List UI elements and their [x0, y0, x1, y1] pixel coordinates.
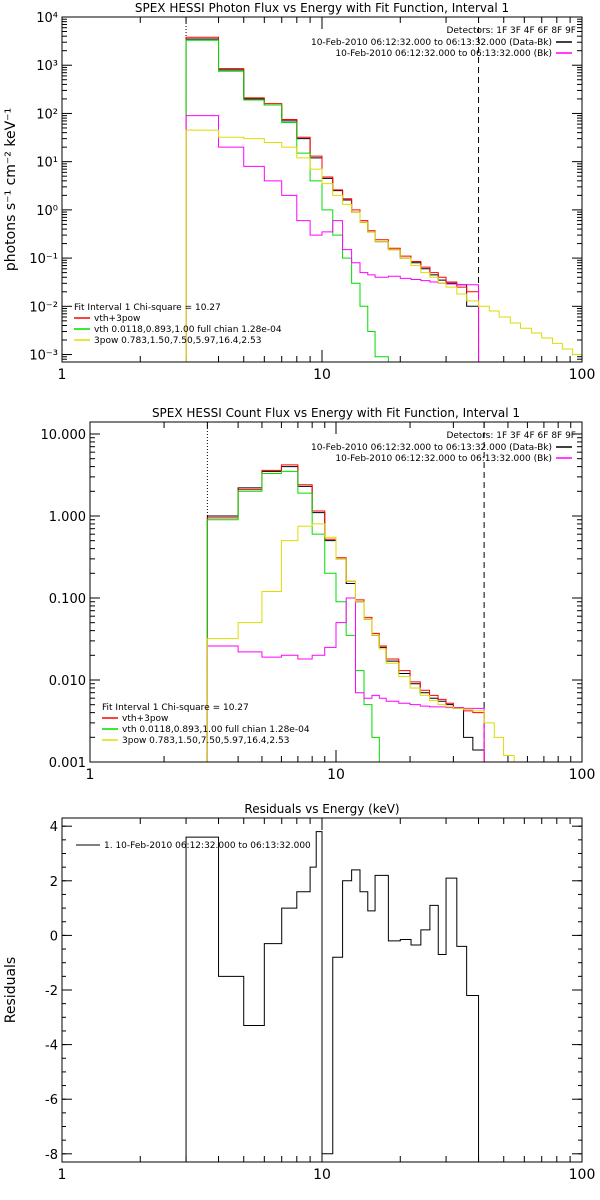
y-tick-label: 10⁴ — [36, 11, 58, 26]
plot-frame — [61, 16, 583, 363]
y-tick-label: 0.100 — [49, 592, 86, 607]
series-line — [185, 39, 389, 362]
legend-label: 10-Feb-2010 06:12:32.000 to 06:13:32.000… — [335, 454, 552, 464]
legend-label: vth+3pow — [94, 314, 140, 324]
plot-frame — [89, 421, 583, 763]
legend-label: 3pow 0.783,1.50,7.50,5.97,16.4,2.53 — [94, 336, 261, 346]
y-tick-label: 4 — [50, 820, 58, 835]
legend-label: 10-Feb-2010 06:12:32.000 to 06:13:32.000… — [311, 443, 552, 453]
x-tick-label: 100 — [569, 1167, 596, 1183]
series-line — [206, 464, 485, 762]
x-tick-label: 100 — [569, 367, 596, 383]
x-tick-label: 1 — [58, 367, 67, 383]
series-line — [185, 129, 582, 362]
x-tick-label: 1 — [86, 767, 95, 783]
chart-title: Residuals vs Energy (keV) — [244, 802, 399, 816]
x-tick-label: 10 — [313, 1167, 331, 1183]
data-series-group — [185, 36, 582, 362]
chart-title: SPEX HESSI Count Flux vs Energy with Fit… — [152, 406, 520, 420]
series-line — [206, 597, 485, 762]
y-tick-label: -2 — [45, 984, 58, 999]
series-line — [185, 36, 480, 362]
legend-label: vth 0.0118,0.893,1.00 full chian 1.28e-0… — [122, 725, 310, 735]
y-tick-label: 1.000 — [49, 510, 86, 525]
residuals-plot: Residuals vs Energy (keV) Residuals 1 10 100… — [3, 802, 595, 1183]
legend-label: 10-Feb-2010 06:12:32.000 to 06:13:32.000… — [311, 38, 552, 48]
x-tick-label: 1 — [58, 1167, 67, 1183]
y-tick-label: 0.001 — [49, 756, 86, 771]
y-tick-label: 0 — [50, 929, 58, 944]
y-tick-label: 10³ — [36, 59, 58, 74]
x-tick-label: 10 — [313, 367, 331, 383]
y-tick-label: -4 — [45, 1039, 58, 1054]
fit-title: Fit Interval 1 Chi-square = 10.27 — [74, 303, 221, 313]
legend-label: vth 0.0118,0.893,1.00 full chian 1.28e-0… — [94, 325, 282, 335]
series-line — [206, 470, 387, 762]
legend-label: vth+3pow — [122, 714, 168, 724]
detectors-label: Detectors: 1F 3F 4F 6F 8F 9F — [446, 26, 576, 36]
y-axis-label: photons s⁻¹ cm⁻² keV⁻¹ — [3, 108, 19, 271]
y-tick-label: 10⁻¹ — [29, 252, 58, 267]
y-tick-label: 10¹ — [36, 156, 58, 171]
legend-label: 1. 10-Feb-2010 06:12:32.000 to 06:13:32.… — [104, 841, 311, 851]
data-series-group — [185, 831, 480, 1162]
series-line — [185, 38, 480, 362]
detectors-label: Detectors: 1F 3F 4F 6F 8F 9F — [446, 431, 576, 441]
legend-label: 3pow 0.783,1.50,7.50,5.97,16.4,2.53 — [122, 736, 289, 746]
count-plot: SPEX HESSI Count Flux vs Energy with Fit… — [41, 406, 596, 783]
legend-label: 10-Feb-2010 06:12:32.000 to 06:13:32.000… — [335, 49, 552, 59]
x-tick-label: 10 — [327, 767, 345, 783]
chart-title: SPEX HESSI Photon Flux vs Energy with Fi… — [135, 1, 509, 15]
series-line — [206, 523, 582, 762]
y-tick-label: 10.000 — [41, 428, 87, 443]
y-tick-label: 10⁻³ — [29, 349, 58, 364]
y-tick-label: -8 — [45, 1148, 58, 1163]
y-tick-label: 10⁰ — [36, 204, 58, 219]
y-tick-label: 2 — [50, 875, 58, 890]
y-axis-label: Residuals — [3, 957, 19, 1023]
y-tick-label: 10² — [36, 107, 58, 122]
series-line — [185, 831, 480, 1162]
plot-frame — [61, 817, 583, 1163]
data-series-group — [206, 464, 582, 762]
y-tick-label: 0.010 — [49, 674, 86, 689]
fit-title: Fit Interval 1 Chi-square = 10.27 — [102, 703, 249, 713]
y-tick-label: -6 — [45, 1093, 58, 1108]
photon-plot: SPEX HESSI Photon Flux vs Energy with Fi… — [3, 1, 595, 383]
x-tick-label: 100 — [569, 767, 596, 783]
y-tick-label: 10⁻² — [29, 300, 58, 315]
